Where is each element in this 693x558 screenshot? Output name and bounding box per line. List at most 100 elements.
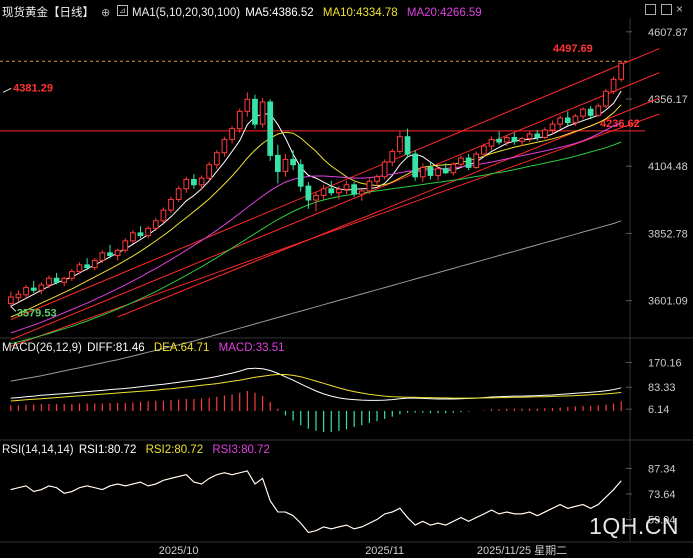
candle-up — [595, 105, 602, 116]
rsi-tick-label: 87.34 — [648, 463, 676, 475]
candle-up — [542, 129, 548, 139]
macd-line-dea — [10, 374, 622, 402]
candle-up — [374, 176, 380, 182]
window-maximize-icon[interactable] — [661, 4, 672, 15]
candle-up — [610, 78, 617, 92]
candle-down — [412, 153, 419, 178]
candle-up — [38, 284, 45, 291]
candle-up — [122, 240, 129, 251]
trend-line — [10, 72, 660, 341]
candle-up — [572, 115, 579, 124]
candle-up — [603, 90, 609, 107]
candle-up — [419, 166, 426, 178]
last-price-label: 4497.69 — [553, 43, 593, 55]
rsi1-value: RSI1:80.72 — [78, 444, 137, 456]
candle-up — [618, 62, 625, 80]
candle-up — [229, 128, 235, 140]
ma-params-label: MA1(5,10,20,30,100) — [132, 7, 241, 19]
macd-params-label: MACD(26,12,9) — [2, 342, 82, 354]
candle-up — [91, 259, 98, 269]
candle-up — [435, 168, 441, 176]
candle-up — [397, 136, 403, 152]
candle-up — [320, 188, 327, 196]
candle-up — [198, 177, 205, 186]
candle-up — [213, 152, 220, 166]
rsi-legend: RSI(14,14,14) RSI1:80.72 RSI2:80.72 RSI3… — [2, 443, 276, 457]
candle-up — [221, 138, 228, 154]
chart-type-icon[interactable]: ⊿ — [117, 5, 128, 16]
candle-down — [328, 188, 335, 194]
candle-down — [191, 178, 197, 186]
candle-up — [99, 252, 106, 261]
low-pointer — [10, 306, 17, 312]
ma-line-ma100 — [10, 220, 622, 382]
candle-down — [442, 168, 449, 174]
candle-up — [61, 277, 68, 283]
candle-down — [30, 287, 37, 291]
macd-tick-label: 6.14 — [648, 404, 669, 416]
candle-up — [160, 209, 167, 222]
macd-dea-value: DEA:64.71 — [153, 342, 210, 354]
candle-down — [297, 164, 304, 187]
candle-up — [15, 293, 22, 299]
rsi3-value: RSI3:80.72 — [212, 444, 270, 456]
candle-up — [526, 133, 533, 140]
candle-up — [244, 98, 251, 112]
rsi-line-rsi1 — [10, 470, 622, 534]
window-restore-icon[interactable] — [645, 4, 656, 15]
rsi-line-rsi3 — [10, 470, 622, 534]
candle-up — [7, 296, 14, 305]
chart-title: 现货黄金【日线】 — [2, 7, 94, 19]
candle-up — [23, 287, 29, 296]
ma10-value: MA10:4334.78 — [322, 7, 398, 19]
rsi-params-label: RSI(14,14,14) — [2, 444, 74, 456]
candle-up — [259, 101, 266, 125]
low-label: 3579.53 — [17, 307, 57, 319]
x-axis-label: 2025/11 — [365, 545, 404, 557]
candle-up — [557, 117, 564, 125]
candle-up — [282, 158, 289, 172]
candle-up — [549, 123, 556, 131]
candle-up — [236, 110, 243, 130]
candle-down — [137, 232, 144, 237]
candle-up — [336, 188, 342, 194]
macd-tick-label: 170.16 — [648, 357, 682, 369]
close-icon[interactable]: × — [676, 2, 684, 16]
candle-up — [183, 178, 190, 190]
candle-up — [473, 153, 480, 168]
candle-up — [458, 157, 464, 165]
x-axis-label: 2025/10 — [159, 545, 199, 557]
macd-tick-label: 83.33 — [648, 382, 676, 394]
candle-down — [274, 154, 281, 172]
ma-line-ma20 — [10, 122, 622, 334]
candle-up — [358, 190, 365, 195]
candle-up — [145, 227, 152, 237]
ma-legend: MA1(5,10,20,30,100) MA5:4386.52 MA10:433… — [132, 6, 488, 20]
candle-up — [206, 164, 213, 179]
price-tick-label: 3852.78 — [648, 228, 688, 240]
price-tick-label: 4104.48 — [648, 161, 688, 173]
candle-down — [511, 137, 518, 142]
peak-pointer — [2, 87, 12, 93]
candle-up — [76, 264, 83, 273]
candle-up — [580, 108, 586, 117]
ma-line-ma10 — [10, 104, 622, 318]
ma5-value: MA5:4386.52 — [245, 7, 314, 19]
trend-line — [117, 97, 660, 318]
zoom-in-icon[interactable]: ⊕ — [101, 7, 111, 19]
candle-up — [480, 145, 487, 155]
rsi-tick-label: 73.64 — [648, 489, 676, 501]
candle-down — [465, 157, 472, 168]
watermark: 1QH.CN — [589, 513, 679, 539]
trend-line — [10, 113, 660, 347]
candle-up — [389, 150, 396, 163]
rsi2-value: RSI2:80.72 — [145, 444, 204, 456]
candle-up — [152, 220, 159, 229]
price-tick-label: 4356.17 — [648, 94, 688, 106]
candle-up — [503, 137, 510, 143]
trend-line — [10, 48, 660, 321]
candle-down — [252, 98, 258, 125]
candle-up — [381, 161, 388, 178]
candle-down — [534, 133, 541, 139]
